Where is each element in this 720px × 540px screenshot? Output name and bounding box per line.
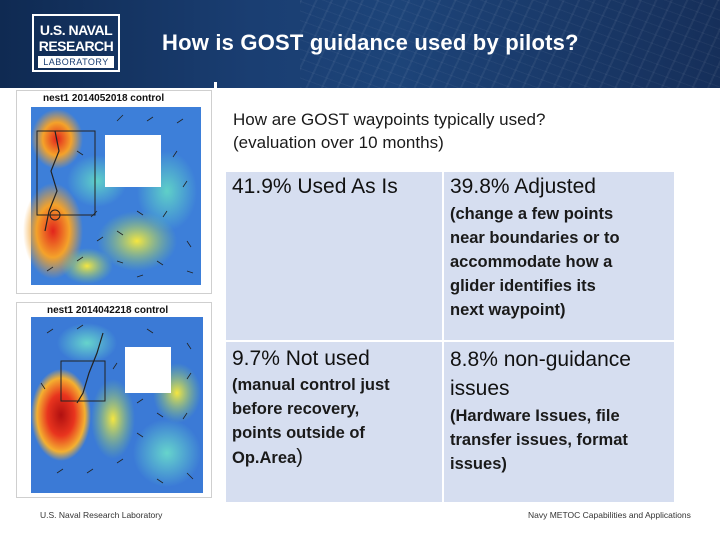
footer-organization: U.S. Naval Research Laboratory bbox=[40, 510, 163, 520]
header-banner: U.S. NAVAL RESEARCH LABORATORY How is GO… bbox=[0, 0, 720, 88]
adjusted-line: next waypoint) bbox=[450, 301, 566, 319]
cell-used-as-is: 41.9% Used As Is bbox=[226, 172, 442, 340]
adjusted-body: (change a few points near boundaries or … bbox=[450, 202, 668, 322]
non-guidance-head-1: 8.8% non-guidance bbox=[450, 348, 631, 371]
question-text: How are GOST waypoints typically used? (… bbox=[233, 108, 633, 154]
not-used-head: 9.7% Not used bbox=[232, 347, 370, 370]
slide-title: How is GOST guidance used by pilots? bbox=[162, 30, 579, 55]
cell-non-guidance: 8.8% non-guidance issues (Hardware Issue… bbox=[444, 342, 674, 502]
non-guidance-line: issues) bbox=[450, 455, 507, 473]
non-guidance-line: (Hardware Issues, file bbox=[450, 407, 620, 425]
used-as-is-head: 41.9% Used As Is bbox=[232, 175, 398, 198]
non-guidance-head-2: issues bbox=[450, 377, 510, 400]
header-texture bbox=[300, 0, 720, 88]
results-table: 41.9% Used As Is 39.8% Adjusted (change … bbox=[226, 172, 674, 502]
map-2-field bbox=[31, 317, 203, 493]
map-1-caption: nest1 2014052018 control bbox=[43, 93, 165, 104]
logo-line2: RESEARCH bbox=[38, 38, 114, 54]
adjusted-line: accommodate how a bbox=[450, 253, 613, 271]
not-used-line: (manual control just bbox=[232, 376, 390, 394]
adjusted-head: 39.8% Adjusted bbox=[450, 175, 596, 198]
non-guidance-line: transfer issues, format bbox=[450, 431, 628, 449]
op-area-text: Op.Area bbox=[232, 449, 297, 467]
header-tick bbox=[214, 82, 217, 88]
question-line-1: How are GOST waypoints typically used? bbox=[233, 110, 546, 129]
adjusted-line: glider identifies its bbox=[450, 277, 596, 295]
not-used-line: points outside of bbox=[232, 424, 365, 442]
nrl-logo: U.S. NAVAL RESEARCH LABORATORY bbox=[32, 14, 120, 72]
cell-not-used: 9.7% Not used (manual control just befor… bbox=[226, 342, 442, 502]
cell-adjusted: 39.8% Adjusted (change a few points near… bbox=[444, 172, 674, 340]
ocean-model-map-1: nest1 2014052018 control bbox=[16, 90, 212, 294]
closing-paren: ) bbox=[296, 446, 303, 468]
not-used-line: before recovery, bbox=[232, 400, 360, 418]
adjusted-line: (change a few points bbox=[450, 205, 614, 223]
non-guidance-body: (Hardware Issues, file transfer issues, … bbox=[450, 404, 668, 476]
map-2-caption: nest1 2014042218 control bbox=[47, 305, 169, 316]
adjusted-line: near boundaries or to bbox=[450, 229, 620, 247]
logo-line3: LABORATORY bbox=[38, 56, 114, 68]
footer-program: Navy METOC Capabilities and Applications bbox=[528, 510, 691, 520]
question-line-2: (evaluation over 10 months) bbox=[233, 133, 444, 152]
map-1-field bbox=[23, 107, 201, 285]
not-used-last-line: Op.Area) bbox=[232, 445, 436, 470]
not-used-body: (manual control just before recovery, po… bbox=[232, 373, 436, 470]
logo-line1: U.S. NAVAL bbox=[39, 22, 113, 38]
ocean-model-map-2: nest1 2014042218 control bbox=[16, 302, 212, 498]
